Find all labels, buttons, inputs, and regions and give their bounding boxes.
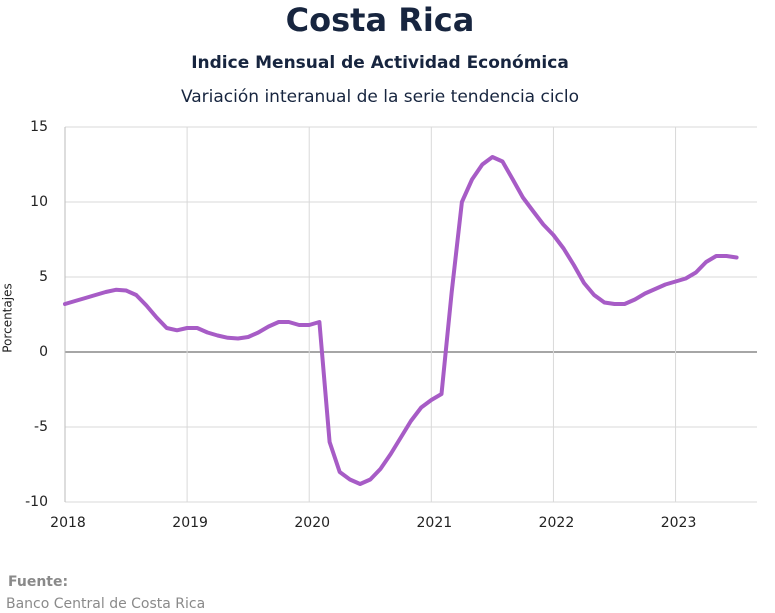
source-label: Fuente: [8,574,68,590]
source: Banco Central de Costa Rica [6,596,205,612]
y-tick-label: 5 [39,269,48,285]
y-tick-label: 0 [39,344,48,360]
x-tick-label: 2022 [539,515,575,531]
x-tick-label: 2023 [661,515,697,531]
x-tick-label: 2019 [172,515,208,531]
x-tick-label: 2021 [417,515,453,531]
x-tick-label: 2018 [50,515,86,531]
y-axis-label: Porcentajes [1,283,15,352]
data-line [63,155,739,486]
chart-description: Variación interanual de la serie tendenc… [181,87,579,107]
chart-subtitle: Indice Mensual de Actividad Económica [191,53,569,73]
y-tick-label: 15 [30,119,48,135]
y-tick-label: -5 [34,419,48,435]
y-tick-label: -10 [25,494,48,510]
chart-title: Costa Rica [286,1,475,39]
x-tick-label: 2020 [294,515,330,531]
y-tick-label: 10 [30,194,48,210]
